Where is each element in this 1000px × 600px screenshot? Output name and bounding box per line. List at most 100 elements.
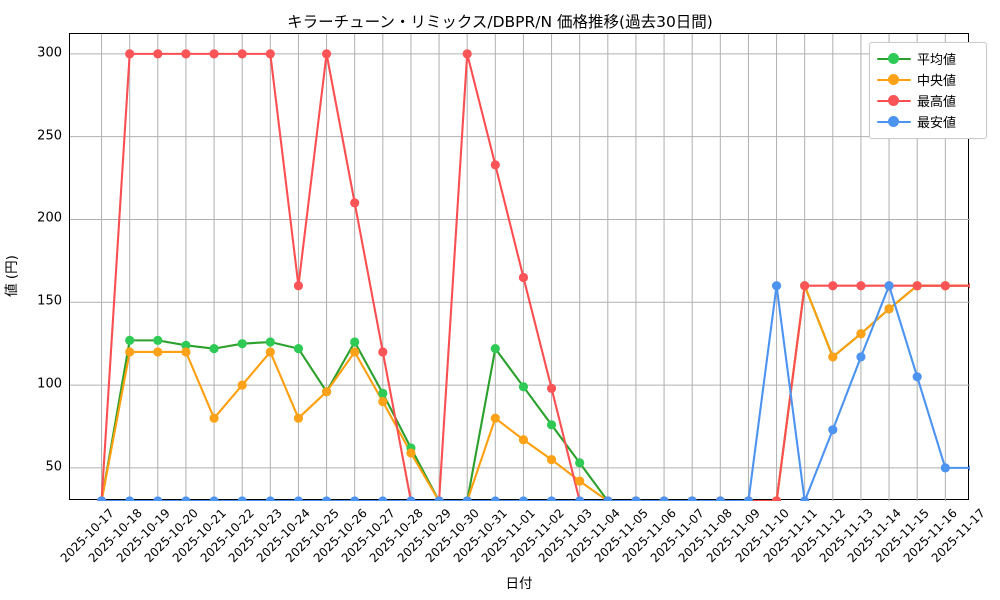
data-point — [968, 464, 970, 471]
data-point — [153, 49, 163, 59]
legend-swatch-icon — [877, 73, 911, 87]
data-point — [884, 281, 894, 291]
data-point — [546, 455, 557, 465]
series-line-3 — [100, 284, 970, 501]
legend-item-2[interactable]: 最高値 — [877, 90, 979, 111]
legend-item-0[interactable]: 平均値 — [877, 48, 979, 69]
data-point — [856, 329, 866, 339]
series-line-1 — [100, 284, 970, 501]
data-point — [350, 347, 360, 357]
y-tick-label: 250 — [37, 128, 62, 144]
data-point — [575, 476, 585, 486]
data-point — [265, 496, 275, 501]
data-point — [800, 281, 810, 291]
data-point — [771, 496, 782, 501]
legend-label: 最高値 — [917, 95, 957, 110]
legend-swatch-icon — [877, 52, 911, 66]
data-point — [687, 496, 697, 501]
data-point — [350, 198, 360, 208]
data-point — [406, 496, 416, 501]
legend-label: 平均値 — [917, 53, 957, 68]
data-point — [603, 496, 613, 501]
data-point — [96, 496, 107, 501]
data-point — [715, 496, 725, 501]
data-point — [743, 496, 754, 501]
y-tick-label: 300 — [37, 45, 62, 61]
data-point — [828, 352, 838, 362]
data-point — [321, 496, 332, 501]
data-point — [912, 281, 922, 291]
data-point — [490, 160, 500, 170]
data-point — [828, 281, 838, 291]
data-point — [350, 496, 360, 501]
y-axis-tick-labels: 50 100 150 200 250 300 — [0, 33, 62, 500]
data-point — [153, 335, 163, 345]
data-point — [771, 281, 782, 291]
data-point — [378, 496, 388, 501]
data-point — [125, 347, 135, 357]
data-point — [490, 496, 500, 501]
legend-label: 中央値 — [917, 74, 957, 89]
data-point — [546, 383, 557, 393]
data-point — [321, 49, 332, 59]
data-point — [940, 463, 950, 473]
data-point — [153, 347, 163, 357]
data-point — [462, 49, 472, 59]
y-tick-label: 150 — [37, 293, 62, 309]
data-point — [209, 496, 219, 501]
data-point — [265, 347, 275, 357]
data-point — [546, 496, 557, 501]
data-point — [265, 337, 275, 347]
data-point — [209, 344, 219, 354]
data-point — [237, 339, 247, 349]
data-point — [546, 420, 557, 430]
data-point — [490, 413, 500, 423]
data-point — [406, 448, 416, 458]
data-point — [575, 496, 585, 501]
data-point — [181, 340, 191, 350]
data-point — [631, 496, 641, 501]
series-lines — [100, 52, 970, 501]
data-point — [518, 272, 529, 283]
x-axis-tick-labels: 2025-10-17 2025-10-18 2025-10-19 2025-10-20… — [57, 500, 988, 572]
data-point — [828, 425, 838, 435]
data-point — [659, 496, 669, 501]
legend-item-1[interactable]: 中央値 — [877, 69, 979, 90]
data-point — [518, 496, 529, 501]
data-point — [181, 49, 191, 59]
data-point — [293, 281, 304, 291]
data-point — [237, 380, 247, 390]
data-point — [350, 337, 360, 347]
data-point — [237, 496, 247, 501]
data-point — [209, 413, 219, 423]
y-tick-label: 200 — [37, 210, 62, 226]
plot-area — [69, 33, 970, 501]
data-point — [293, 344, 304, 354]
data-point — [378, 388, 388, 398]
data-point — [884, 304, 894, 314]
data-point — [293, 413, 304, 423]
data-point — [378, 397, 388, 407]
page-title: キラーチューン・リミックス/DBPR/N 価格推移(過去30日間) — [287, 13, 713, 31]
data-point — [912, 372, 922, 382]
series-line-0 — [100, 284, 970, 501]
data-point — [575, 458, 585, 468]
data-point — [181, 347, 191, 357]
data-point — [518, 435, 529, 445]
y-tick-label: 50 — [45, 459, 62, 475]
data-point — [940, 281, 950, 291]
y-axis-label: 値 (円) — [4, 255, 20, 297]
data-point — [293, 496, 304, 501]
data-point — [378, 347, 388, 357]
chart-legend: 平均値中央値最高値最安値 — [869, 42, 987, 139]
data-point — [181, 496, 191, 501]
data-point — [125, 496, 135, 501]
plot-svg — [70, 34, 970, 501]
legend-label: 最安値 — [917, 116, 957, 131]
legend-item-3[interactable]: 最安値 — [877, 111, 979, 132]
y-tick-label: 100 — [37, 376, 62, 392]
data-point — [518, 382, 529, 392]
data-point — [153, 496, 163, 501]
data-point — [237, 49, 247, 59]
